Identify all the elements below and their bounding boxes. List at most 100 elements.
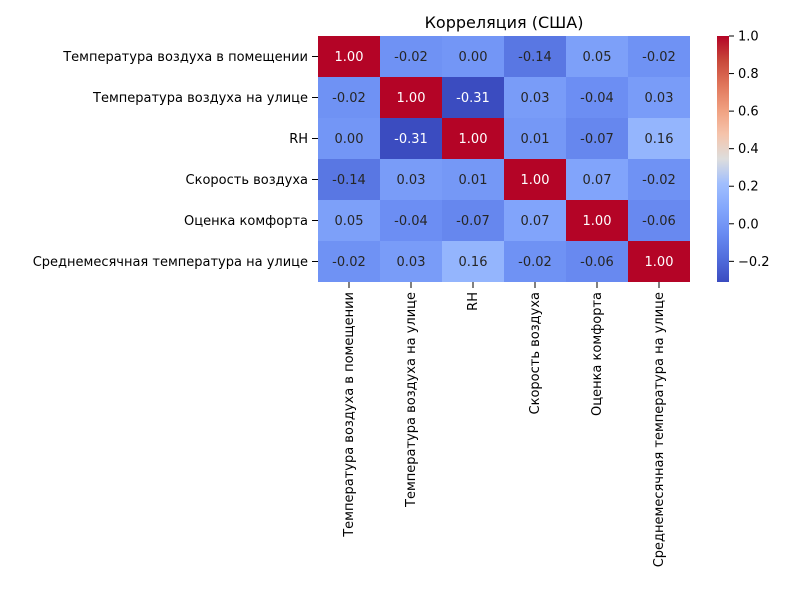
heatmap-cell-0-0 — [318, 36, 380, 77]
heatmap-cell-0-4 — [566, 36, 628, 77]
heatmap-value-3-4: 0.07 — [583, 173, 612, 188]
heatmap-value-1-2: -0.31 — [456, 91, 490, 106]
colorbar-tick-label-0: 1.0 — [738, 30, 759, 45]
heatmap-cell-3-2 — [442, 159, 504, 200]
heatmap-cell-5-1 — [380, 241, 442, 282]
heatmap-cell-5-3 — [504, 241, 566, 282]
heatmap-value-0-5: -0.02 — [642, 50, 676, 65]
heatmap-value-5-0: -0.02 — [332, 255, 366, 270]
heatmap-cell-0-2 — [442, 36, 504, 77]
heatmap-cell-1-0 — [318, 77, 380, 118]
heatmap-value-2-3: 0.01 — [521, 132, 550, 147]
heatmap-value-3-2: 0.01 — [459, 173, 488, 188]
x-tick-label-0: Температура воздуха в помещении — [342, 292, 357, 538]
heatmap-cell-2-5 — [628, 118, 690, 159]
heatmap-value-2-2: 1.00 — [459, 132, 488, 147]
heatmap-cell-1-5 — [628, 77, 690, 118]
heatmap-value-0-1: -0.02 — [394, 50, 428, 65]
heatmap-cell-4-0 — [318, 200, 380, 241]
x-tick-label-1: Температура воздуха на улице — [404, 292, 419, 508]
heatmap-cell-5-2 — [442, 241, 504, 282]
heatmap-value-5-5: 1.00 — [645, 255, 674, 270]
x-axis: Температура воздуха в помещении Температу… — [342, 282, 667, 567]
colorbar-tick-label-3: 0.4 — [738, 142, 759, 157]
heatmap-value-0-0: 1.00 — [335, 50, 364, 65]
heatmap-cell-4-5 — [628, 200, 690, 241]
heatmap-cell-1-4 — [566, 77, 628, 118]
heatmap-cell-5-0 — [318, 241, 380, 282]
heatmap-value-4-0: 0.05 — [335, 214, 364, 229]
heatmap-cell-2-0 — [318, 118, 380, 159]
x-tick-label-3: Скорость воздуха — [528, 292, 543, 414]
heatmap-cell-2-1 — [380, 118, 442, 159]
y-tick-label-3: Скорость воздуха — [186, 173, 308, 188]
heatmap-value-4-4: 1.00 — [583, 214, 612, 229]
heatmap-value-3-3: 1.00 — [521, 173, 550, 188]
heatmap-value-1-4: -0.04 — [580, 91, 614, 106]
y-tick-label-1: Температура воздуха на улице — [92, 91, 308, 106]
heatmap-value-1-3: 0.03 — [521, 91, 550, 106]
colorbar-tick-label-2: 0.6 — [738, 105, 759, 120]
y-tick-label-0: Температура воздуха в помещении — [62, 50, 308, 65]
heatmap-value-0-4: 0.05 — [583, 50, 612, 65]
heatmap-value-4-5: -0.06 — [642, 214, 676, 229]
heatmap-value-5-3: -0.02 — [518, 255, 552, 270]
heatmap-value-1-0: -0.02 — [332, 91, 366, 106]
heatmap-value-1-5: 0.03 — [645, 91, 674, 106]
colorbar: 1.0 0.8 0.6 0.4 0.2 0.0 −0.2 — [717, 30, 770, 282]
heatmap-value-2-1: -0.31 — [394, 132, 428, 147]
heatmap-cell-2-2 — [442, 118, 504, 159]
colorbar-tick-label-1: 0.8 — [738, 67, 759, 82]
y-tick-label-2: RH — [289, 132, 308, 147]
heatmap-value-5-2: 0.16 — [459, 255, 488, 270]
heatmap-value-0-2: 0.00 — [459, 50, 488, 65]
heatmap-value-1-1: 1.00 — [397, 91, 426, 106]
x-tick-label-2: RH — [466, 292, 481, 311]
heatmap-value-4-2: -0.07 — [456, 214, 490, 229]
y-tick-label-4: Оценка комфорта — [184, 214, 308, 229]
heatmap-cell-4-3 — [504, 200, 566, 241]
heatmap-cell-3-5 — [628, 159, 690, 200]
heatmap-value-2-0: 0.00 — [335, 132, 364, 147]
colorbar-tick-label-4: 0.2 — [738, 180, 759, 195]
heatmap-cell-0-3 — [504, 36, 566, 77]
y-axis: Температура воздуха в помещении Температу… — [33, 50, 318, 270]
heatmap-value-3-1: 0.03 — [397, 173, 426, 188]
heatmap-value-5-4: -0.06 — [580, 255, 614, 270]
heatmap-value-5-1: 0.03 — [397, 255, 426, 270]
heatmap-cell-4-2 — [442, 200, 504, 241]
heatmap-value-2-5: 0.16 — [645, 132, 674, 147]
heatmap-cell-0-5 — [628, 36, 690, 77]
x-tick-label-4: Оценка комфорта — [590, 292, 605, 416]
chart-title: Корреляция (США) — [425, 13, 584, 32]
heatmap-cell-3-3 — [504, 159, 566, 200]
x-tick-label-5: Среднемесячная температура на улице — [652, 292, 667, 567]
heatmap-cell-3-1 — [380, 159, 442, 200]
heatmap-cell-1-3 — [504, 77, 566, 118]
heatmap-cell-2-3 — [504, 118, 566, 159]
heatmap-cell-1-1 — [380, 77, 442, 118]
heatmap-annotations: 1.00 -0.02 0.00 -0.14 0.05 -0.02 -0.02 1.00 -0.3… — [332, 50, 676, 270]
heatmap-value-3-0: -0.14 — [332, 173, 366, 188]
heatmap-cell-5-5 — [628, 241, 690, 282]
heatmap-cell-5-4 — [566, 241, 628, 282]
colorbar-tick-label-5: 0.0 — [738, 217, 759, 232]
heatmap-cell-3-0 — [318, 159, 380, 200]
heatmap-value-4-3: 0.07 — [521, 214, 550, 229]
heatmap-cell-4-4 — [566, 200, 628, 241]
heatmap-cell-3-4 — [566, 159, 628, 200]
heatmap-value-3-5: -0.02 — [642, 173, 676, 188]
heatmap-cell-1-2 — [442, 77, 504, 118]
heatmap-cell-0-1 — [380, 36, 442, 77]
heatmap-cell-2-4 — [566, 118, 628, 159]
y-tick-label-5: Среднемесячная температура на улице — [33, 255, 308, 270]
heatmap-value-2-4: -0.07 — [580, 132, 614, 147]
heatmap-cells — [318, 36, 690, 282]
heatmap-value-4-1: -0.04 — [394, 214, 428, 229]
colorbar-tick-label-6: −0.2 — [738, 255, 770, 270]
heatmap-cell-4-1 — [380, 200, 442, 241]
colorbar-gradient-bar — [717, 36, 729, 282]
heatmap-value-0-3: -0.14 — [518, 50, 552, 65]
